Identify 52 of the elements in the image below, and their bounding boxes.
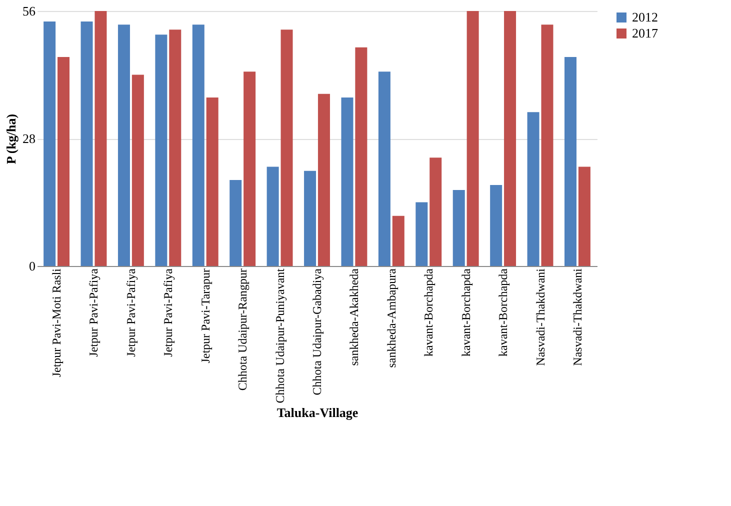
bar — [452, 190, 465, 266]
bar — [118, 24, 130, 266]
y-axis-title: P (kg/ha) — [4, 114, 18, 164]
x-tick-label: kavant-Borchapda — [458, 268, 473, 356]
bar — [44, 21, 56, 266]
x-tick-label: Jetpur Pavi-Pafiya — [161, 268, 176, 357]
bar — [378, 72, 390, 266]
y-tick-label: 0 — [29, 258, 36, 274]
x-tick-label: kavant-Borchapda — [496, 268, 510, 356]
bar — [58, 56, 70, 266]
bar — [504, 11, 516, 266]
bar — [430, 158, 442, 266]
bar — [192, 24, 204, 266]
bar — [169, 30, 182, 266]
bar — [206, 98, 218, 266]
bar — [266, 166, 279, 266]
x-tick-label: Nasvadi-Thakdwani — [533, 268, 548, 366]
bar — [392, 216, 404, 266]
x-tick-label: Chhota Udaipur-Rangpur — [236, 268, 250, 391]
x-axis-title: Taluka-Village — [276, 405, 358, 420]
bar — [541, 24, 554, 266]
bar — [80, 21, 93, 266]
bar — [94, 11, 107, 266]
bar — [280, 30, 293, 266]
x-tick-label: Jetpur Pavi-Tarapur — [198, 268, 212, 364]
x-tick-label: Jetpur Pavi-Pafiya — [86, 268, 101, 357]
bar — [230, 180, 242, 266]
bar — [578, 166, 590, 266]
bar — [318, 94, 330, 266]
legend-label: 2017 — [632, 26, 658, 40]
x-tick-label: kavant-Borchapda — [422, 268, 436, 356]
bar — [355, 47, 368, 266]
x-tick-label: Jetpur Pavi-Pafiya — [124, 268, 138, 357]
x-tick-label: Jetpur Pavi-Moti Rasli — [50, 268, 64, 378]
x-tick-label: sankheda-Ambapura — [384, 268, 398, 368]
x-tick-label: sankheda-Akakheda — [347, 268, 362, 366]
x-tick-label: Nasvadi-Thakdwani — [570, 268, 584, 366]
x-tick-label: Chhota Udaipur-Gabadiya — [310, 268, 324, 396]
bar — [564, 56, 576, 266]
bar — [304, 170, 316, 266]
bar — [132, 74, 144, 266]
y-tick-label: 28 — [22, 131, 36, 146]
bar — [527, 112, 540, 266]
x-tick-label: Chhota Udaipur-Puniyavant — [272, 268, 287, 404]
bar — [416, 202, 428, 266]
legend-label: 2012 — [632, 10, 658, 24]
bar — [155, 34, 168, 266]
bar — [490, 184, 502, 266]
bar — [341, 98, 354, 266]
bar — [466, 11, 479, 266]
y-tick-label: 56 — [22, 4, 36, 18]
bar — [244, 72, 256, 266]
